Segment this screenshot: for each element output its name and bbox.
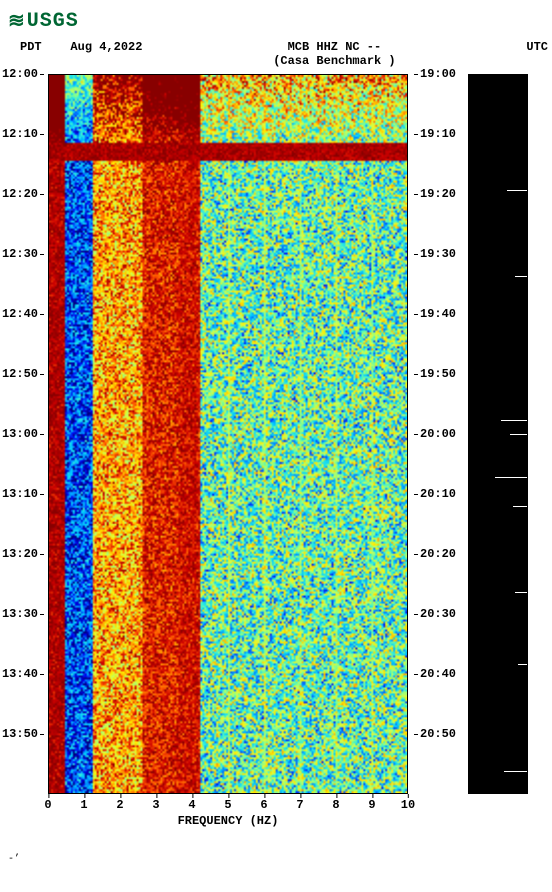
footer-mark: -’: [8, 854, 20, 865]
x-tick: 5: [224, 798, 231, 812]
y-right-tick: 20:10: [420, 487, 456, 501]
colorbar-streak: [507, 190, 527, 191]
y-right-tick: 19:10: [420, 127, 456, 141]
colorbar-streak: [515, 276, 527, 277]
x-tick: 0: [44, 798, 51, 812]
colorbar-streak: [510, 434, 527, 435]
header-center: MCB HHZ NC -- (Casa Benchmark ): [273, 40, 395, 68]
y-right-tick: 19:20: [420, 187, 456, 201]
header-date: Aug 4,2022: [70, 40, 142, 54]
y-left-tick: 12:10: [2, 127, 38, 141]
right-timezone: UTC: [526, 40, 548, 68]
y-left-tick: 13:40: [2, 667, 38, 681]
y-left-tick: 13:20: [2, 547, 38, 561]
y-left-tick: 13:50: [2, 727, 38, 741]
x-axis-label: FREQUENCY (HZ): [48, 814, 408, 828]
y-right-tick: 19:00: [420, 67, 456, 81]
spectrogram-plot: [48, 74, 408, 794]
x-tick: 9: [368, 798, 375, 812]
y-left-tick: 12:30: [2, 247, 38, 261]
colorbar-streak: [501, 420, 527, 421]
x-tick: 6: [260, 798, 267, 812]
y-right-tick: 20:30: [420, 607, 456, 621]
colorbar-streak: [515, 592, 527, 593]
y-right-tick: 19:30: [420, 247, 456, 261]
x-tick: 4: [188, 798, 195, 812]
colorbar-streak: [504, 771, 527, 772]
colorbar-streak: [518, 664, 527, 665]
y-right-tick: 20:40: [420, 667, 456, 681]
colorbar: [468, 74, 528, 794]
station-name: (Casa Benchmark ): [273, 54, 395, 68]
y-right-tick: 20:20: [420, 547, 456, 561]
x-tick: 3: [152, 798, 159, 812]
header-left: PDT Aug 4,2022: [20, 40, 142, 68]
y-left-tick: 12:40: [2, 307, 38, 321]
usgs-logo: ≋ USGS: [8, 8, 552, 34]
x-tick: 10: [401, 798, 415, 812]
y-left-tick: 13:30: [2, 607, 38, 621]
colorbar-streak: [495, 477, 527, 478]
station-code: MCB HHZ NC --: [273, 40, 395, 54]
y-axis-right: 19:0019:1019:2019:3019:4019:5020:0020:10…: [414, 74, 454, 794]
colorbar-streak: [513, 506, 528, 507]
x-tick: 1: [80, 798, 87, 812]
logo-wave-icon: ≋: [8, 8, 23, 34]
y-left-tick: 13:10: [2, 487, 38, 501]
logo-text: USGS: [27, 10, 79, 33]
y-axis-left: 12:0012:1012:2012:3012:4012:5013:0013:10…: [8, 74, 44, 794]
y-right-tick: 20:50: [420, 727, 456, 741]
chart-header: PDT Aug 4,2022 MCB HHZ NC -- (Casa Bench…: [8, 40, 552, 68]
y-left-tick: 12:50: [2, 367, 38, 381]
x-tick: 7: [296, 798, 303, 812]
x-tick: 8: [332, 798, 339, 812]
spectrogram-canvas: [49, 75, 407, 793]
y-right-tick: 19:40: [420, 307, 456, 321]
y-right-tick: 20:00: [420, 427, 456, 441]
y-right-tick: 19:50: [420, 367, 456, 381]
y-left-tick: 12:20: [2, 187, 38, 201]
y-left-tick: 12:00: [2, 67, 38, 81]
x-tick: 2: [116, 798, 123, 812]
left-timezone: PDT: [20, 40, 42, 54]
y-left-tick: 13:00: [2, 427, 38, 441]
